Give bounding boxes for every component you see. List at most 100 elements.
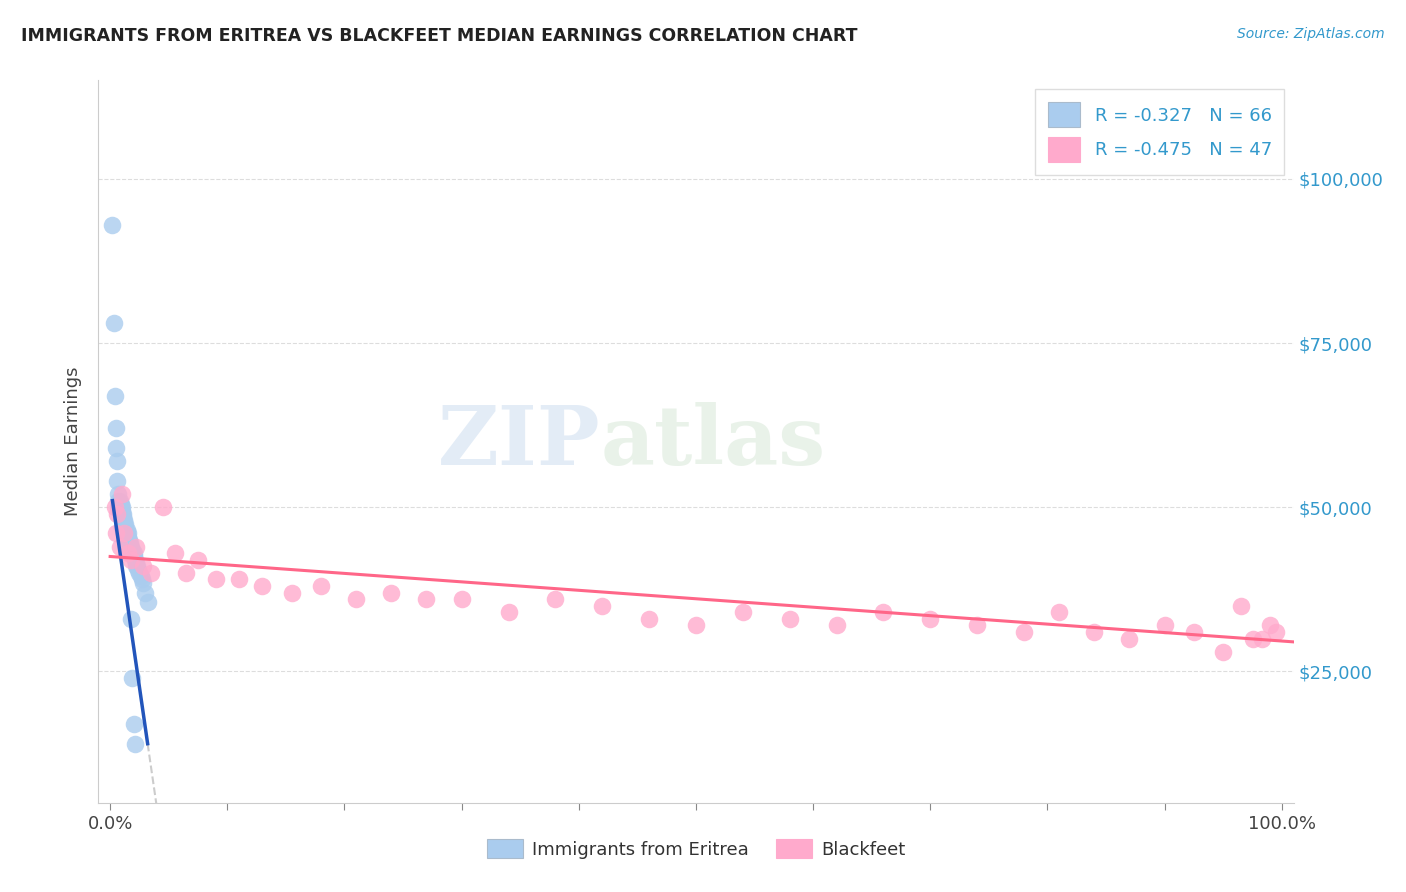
Point [111, 520, 134, 534]
Point [112, 507, 135, 521]
Point [112, 526, 135, 541]
Point [544, 592, 567, 607]
Point [108, 540, 131, 554]
Point [125, 559, 148, 574]
Point [125, 540, 148, 554]
Point [128, 566, 150, 580]
Point [120, 542, 142, 557]
Point [1083, 625, 1105, 640]
Point [1153, 618, 1175, 632]
Point [111, 510, 134, 524]
Point [112, 513, 135, 527]
Point [1118, 632, 1140, 646]
Point [131, 573, 153, 587]
Point [132, 559, 155, 574]
Point [114, 520, 136, 534]
Text: ZIP: ZIP [437, 401, 600, 482]
Point [1241, 632, 1264, 646]
Point [344, 592, 367, 607]
Point [122, 546, 145, 560]
Point [120, 536, 141, 550]
Point [117, 533, 139, 547]
Point [117, 536, 139, 550]
Point [105, 441, 128, 455]
Point [112, 513, 135, 527]
Point [1012, 625, 1035, 640]
Point [105, 454, 128, 468]
Point [163, 546, 186, 560]
Point [112, 516, 135, 531]
Point [779, 612, 801, 626]
Text: Source: ZipAtlas.com: Source: ZipAtlas.com [1237, 27, 1385, 41]
Point [872, 605, 894, 619]
Point [252, 579, 274, 593]
Point [920, 612, 942, 626]
Point [966, 618, 988, 632]
Point [685, 618, 707, 632]
Point [731, 605, 754, 619]
Point [1229, 599, 1253, 613]
Point [111, 507, 134, 521]
Point [118, 536, 141, 550]
Point [111, 503, 134, 517]
Point [127, 559, 149, 574]
Point [174, 566, 197, 580]
Point [125, 556, 148, 570]
Point [129, 569, 152, 583]
Point [1251, 632, 1274, 646]
Point [450, 592, 472, 607]
Point [120, 540, 142, 554]
Point [141, 566, 163, 580]
Point [107, 493, 129, 508]
Point [1258, 618, 1281, 632]
Point [121, 671, 143, 685]
Point [120, 546, 141, 560]
Point [121, 542, 143, 557]
Point [110, 500, 132, 515]
Point [101, 218, 124, 232]
Point [105, 421, 128, 435]
Point [124, 737, 146, 751]
Point [107, 500, 129, 515]
Point [638, 612, 661, 626]
Point [114, 530, 136, 544]
Point [825, 618, 848, 632]
Point [104, 388, 127, 402]
Point [110, 497, 132, 511]
Point [110, 507, 132, 521]
Point [498, 605, 520, 619]
Point [105, 474, 128, 488]
Point [112, 510, 135, 524]
Text: atlas: atlas [600, 401, 825, 482]
Point [120, 612, 142, 626]
Point [122, 717, 145, 731]
Point [112, 523, 135, 537]
Point [591, 599, 613, 613]
Point [132, 575, 155, 590]
Point [117, 530, 139, 544]
Point [120, 540, 141, 554]
Point [114, 516, 136, 531]
Point [105, 526, 128, 541]
Point [415, 592, 437, 607]
Legend: Immigrants from Eritrea, Blackfeet: Immigrants from Eritrea, Blackfeet [479, 832, 912, 866]
Point [103, 316, 125, 330]
Point [121, 546, 143, 560]
Point [108, 493, 131, 508]
Point [152, 500, 174, 515]
Point [124, 553, 146, 567]
Point [108, 500, 131, 515]
Point [118, 540, 141, 554]
Point [1047, 605, 1070, 619]
Point [117, 526, 139, 541]
Point [111, 500, 134, 515]
Point [187, 553, 209, 567]
Point [127, 563, 149, 577]
Point [281, 585, 304, 599]
Point [134, 585, 156, 599]
Point [111, 487, 134, 501]
Point [115, 523, 138, 537]
Point [112, 526, 135, 541]
Point [1212, 645, 1234, 659]
Text: IMMIGRANTS FROM ERITREA VS BLACKFEET MEDIAN EARNINGS CORRELATION CHART: IMMIGRANTS FROM ERITREA VS BLACKFEET MED… [21, 27, 858, 45]
